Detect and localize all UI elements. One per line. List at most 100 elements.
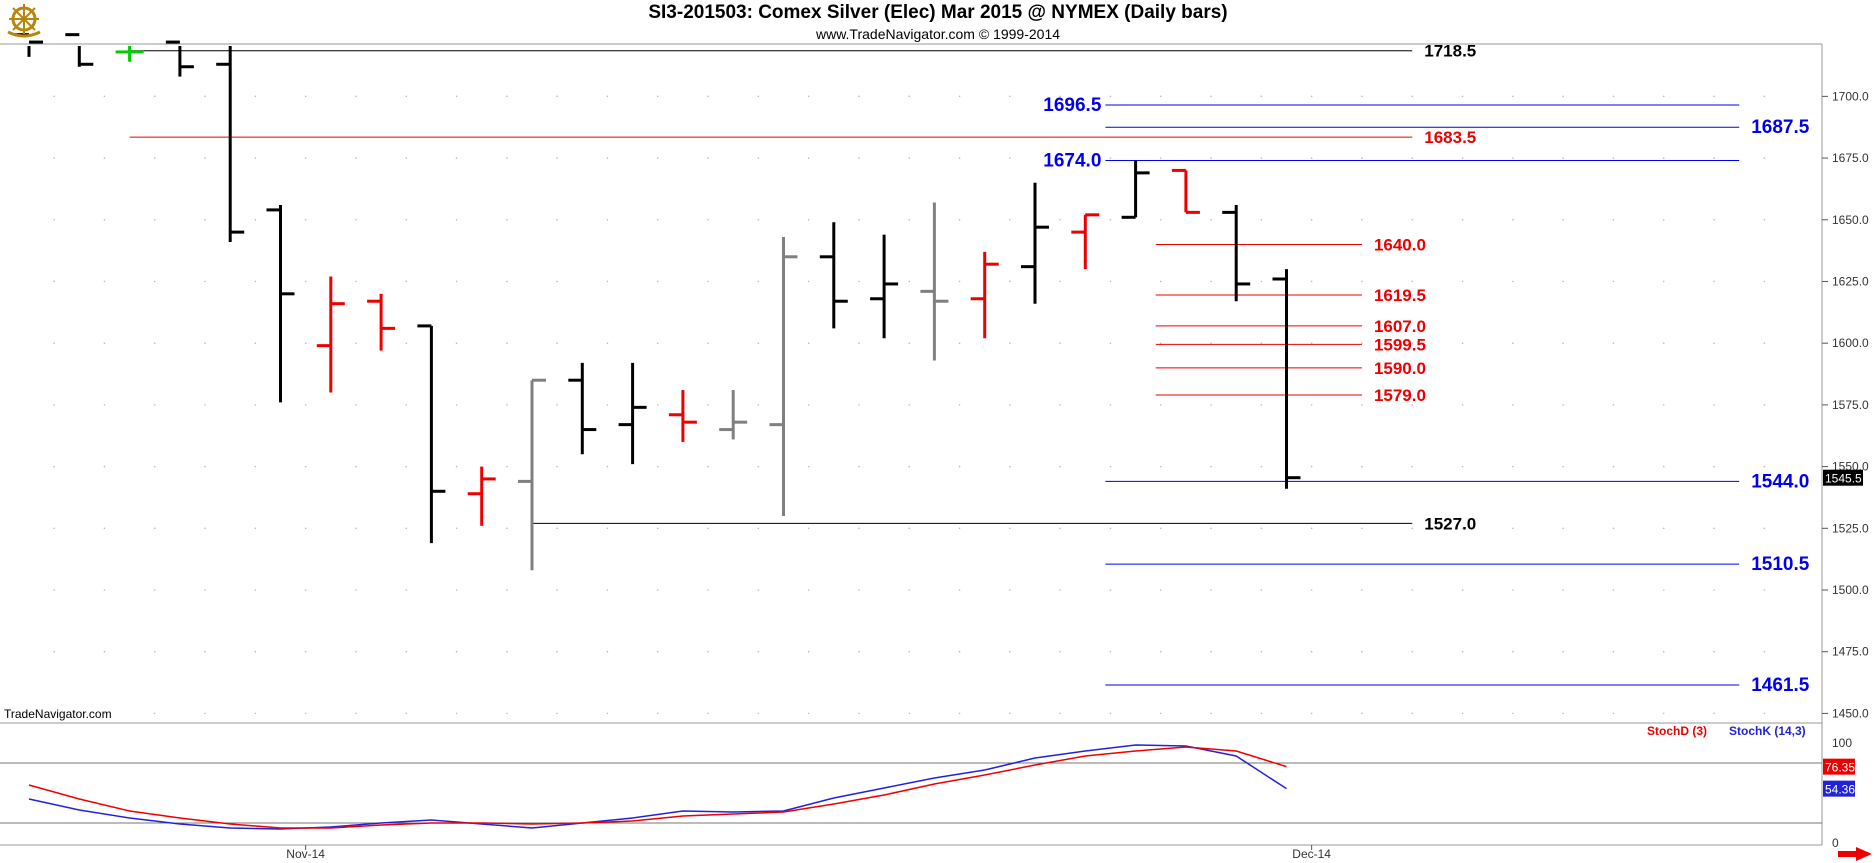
- stoch-last-value-box: [1823, 780, 1855, 797]
- grid-dot: [1009, 404, 1011, 406]
- grid-dot: [1512, 527, 1514, 530]
- grid-dot: [1562, 527, 1564, 530]
- grid-dot: [958, 342, 961, 344]
- grid-dot: [656, 650, 659, 653]
- grid-dot: [355, 342, 357, 344]
- grid-dot: [707, 404, 709, 406]
- grid-dot: [153, 95, 156, 98]
- grid-dot: [1310, 589, 1313, 591]
- level-label: 1579.0: [1374, 386, 1426, 405]
- grid-dot: [1260, 712, 1263, 715]
- grid-dot: [506, 712, 508, 715]
- grid-dot: [1009, 465, 1011, 468]
- grid-dot: [1411, 589, 1414, 591]
- grid-dot: [1210, 712, 1212, 715]
- grid-dot: [1562, 342, 1564, 344]
- grid-dot: [405, 465, 408, 468]
- level-label: 1607.0: [1374, 317, 1426, 336]
- grid-dot: [656, 589, 659, 591]
- grid-dot: [757, 404, 760, 406]
- grid-dot: [1059, 95, 1061, 98]
- grid-dot: [1109, 218, 1112, 221]
- grid-dot: [1461, 280, 1464, 283]
- grid-dot: [958, 157, 961, 159]
- grid-dot: [1310, 157, 1313, 159]
- grid-dot: [858, 157, 860, 159]
- grid-dot: [455, 589, 458, 591]
- grid-dot: [1662, 650, 1665, 653]
- grid-dot: [858, 280, 860, 283]
- grid-dot: [1310, 218, 1313, 221]
- grid-dot: [304, 465, 307, 468]
- grid-dot: [1310, 650, 1313, 653]
- stoch-series-line: [28, 746, 1287, 829]
- level-label: 1599.5: [1374, 335, 1426, 354]
- grid-dot: [204, 280, 206, 283]
- grid-dot: [1159, 218, 1162, 221]
- level-label: 1687.5: [1751, 117, 1810, 138]
- grid-dot: [1210, 650, 1212, 653]
- grid-dot: [1361, 95, 1363, 98]
- x-tick-label: Dec-14: [1292, 847, 1331, 861]
- grid-dot: [1461, 218, 1464, 221]
- grid-dot: [707, 650, 709, 653]
- grid-dot: [1512, 157, 1514, 159]
- grid-dot: [1411, 404, 1414, 406]
- stoch-legend-entry: StochD (3): [1647, 724, 1707, 738]
- scroll-right-arrow-icon[interactable]: [1838, 847, 1872, 861]
- grid-dot: [1260, 404, 1263, 406]
- grid-dot: [254, 465, 257, 468]
- grid-dot: [1713, 712, 1715, 715]
- grid-dot: [1310, 95, 1313, 98]
- grid-dot: [606, 157, 609, 159]
- grid-dot: [1260, 650, 1263, 653]
- grid-dot: [153, 218, 156, 221]
- grid-dot: [1662, 527, 1665, 530]
- grid-dot: [1159, 527, 1162, 530]
- grid-dot: [1713, 218, 1715, 221]
- grid-dot: [405, 527, 408, 530]
- stoch-y-tick-label: 100: [1832, 736, 1852, 750]
- grid-dot: [1159, 589, 1162, 591]
- grid-dot: [455, 465, 458, 468]
- chart-subtitle: www.TradeNavigator.com © 1999-2014: [815, 26, 1061, 42]
- ship-wheel-logo-icon: [7, 4, 41, 38]
- grid-dot: [1310, 465, 1313, 468]
- grid-dot: [858, 465, 860, 468]
- grid-dot: [656, 712, 659, 715]
- grid-dot: [405, 157, 408, 159]
- grid-dot: [355, 404, 357, 406]
- grid-dot: [1260, 342, 1263, 344]
- grid-dot: [405, 404, 408, 406]
- grid-dot: [1763, 712, 1766, 715]
- grid-dot: [103, 95, 106, 98]
- y-tick-label: 1650.0: [1832, 213, 1869, 227]
- grid-dot: [1009, 218, 1011, 221]
- grid-dot: [254, 527, 257, 530]
- grid-dot: [958, 712, 961, 715]
- grid-dot: [556, 342, 558, 344]
- grid-dot: [506, 280, 508, 283]
- grid-dot: [807, 218, 810, 221]
- y-tick-label: 1450.0: [1832, 706, 1869, 720]
- grid-dot: [1612, 527, 1615, 530]
- grid-dot: [1210, 280, 1212, 283]
- grid-dot: [1763, 404, 1766, 406]
- grid-dot: [1662, 465, 1665, 468]
- grid-dot: [556, 650, 558, 653]
- grid-dot: [1210, 404, 1212, 406]
- y-tick-label: 1625.0: [1832, 274, 1869, 288]
- grid-dot: [1059, 404, 1061, 406]
- grid-dot: [304, 95, 307, 98]
- grid-dot: [958, 280, 961, 283]
- grid-dot: [1562, 589, 1564, 591]
- grid-dot: [1059, 712, 1061, 715]
- grid-dot: [807, 280, 810, 283]
- grid-dot: [958, 465, 961, 468]
- grid-dot: [757, 157, 760, 159]
- grid-dot: [656, 404, 659, 406]
- level-label: 1510.5: [1751, 554, 1810, 575]
- grid-dot: [355, 157, 357, 159]
- grid-dot: [153, 650, 156, 653]
- grid-dot: [1361, 280, 1363, 283]
